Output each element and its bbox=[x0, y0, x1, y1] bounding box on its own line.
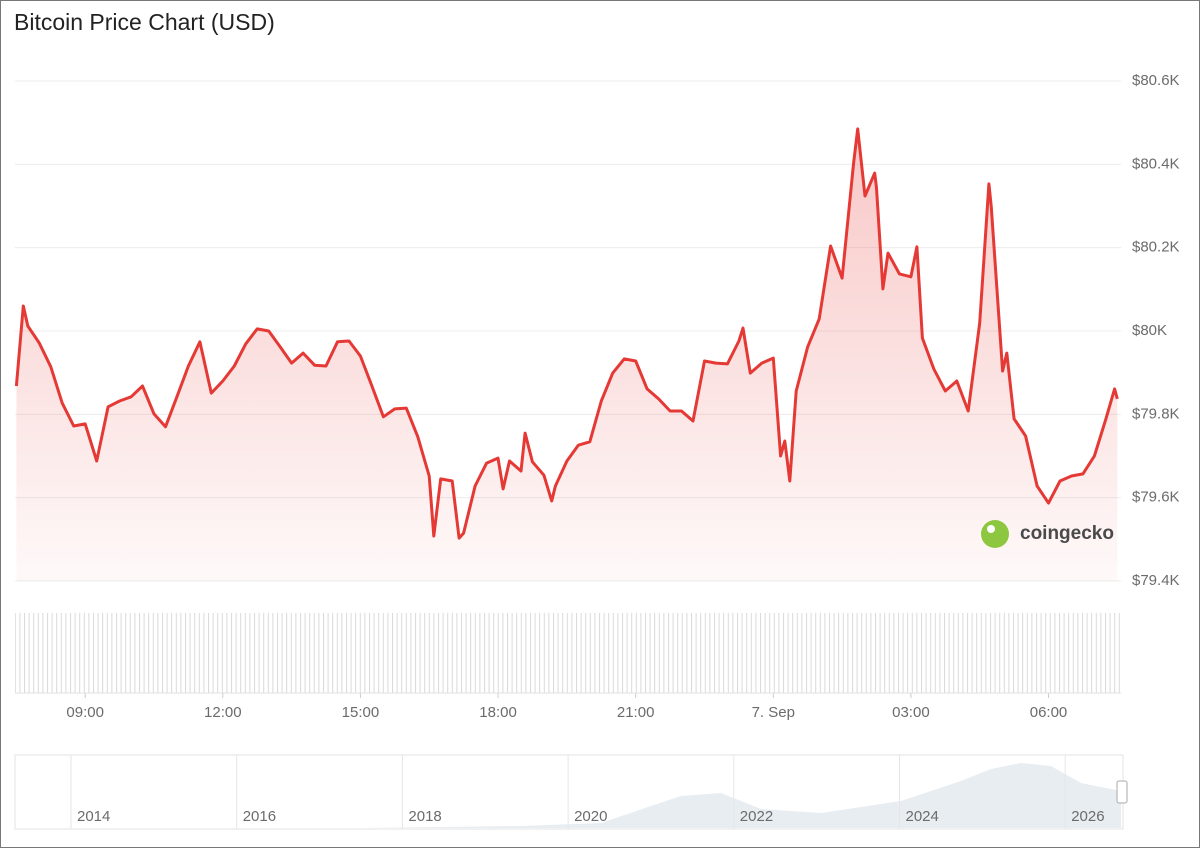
x-tick-label: 06:00 bbox=[1030, 704, 1068, 721]
navigator-label: 2026 bbox=[1071, 808, 1104, 825]
navigator-area bbox=[361, 763, 1121, 828]
navigator-label: 2020 bbox=[574, 808, 607, 825]
volume-strip bbox=[15, 613, 1121, 693]
x-tick-label: 03:00 bbox=[892, 704, 930, 721]
navigator bbox=[14, 754, 1128, 830]
navigator-label: 2014 bbox=[77, 808, 110, 825]
x-tick-label: 18:00 bbox=[479, 704, 517, 721]
price-area bbox=[16, 128, 1118, 581]
watermark: coingecko bbox=[981, 520, 1114, 548]
y-tick-label: $80K bbox=[1132, 322, 1167, 339]
logo-icon bbox=[981, 520, 1009, 548]
navigator-label: 2018 bbox=[408, 808, 441, 825]
y-tick-label: $80.4K bbox=[1132, 155, 1180, 172]
logo-text: coingecko bbox=[1020, 523, 1114, 544]
y-tick-label: $79.6K bbox=[1132, 489, 1180, 506]
x-tick-label: 09:00 bbox=[66, 704, 104, 721]
x-tick-label: 21:00 bbox=[617, 704, 655, 721]
logo-eye bbox=[987, 525, 995, 533]
x-tick-label: 12:00 bbox=[204, 704, 242, 721]
y-tick-label: $79.4K bbox=[1132, 572, 1180, 589]
price-line bbox=[14, 127, 1119, 540]
y-tick-label: $80.2K bbox=[1132, 239, 1180, 256]
navigator-handle[interactable] bbox=[1116, 780, 1128, 804]
x-tick-label: 7. Sep bbox=[752, 704, 795, 721]
navigator-label: 2024 bbox=[906, 808, 939, 825]
chart-title: Bitcoin Price Chart (USD) bbox=[14, 9, 275, 35]
navigator-label: 2022 bbox=[740, 808, 773, 825]
y-tick-label: $79.8K bbox=[1132, 405, 1180, 422]
y-tick-label: $80.6K bbox=[1132, 72, 1180, 89]
x-tick-label: 15:00 bbox=[342, 704, 380, 721]
navigator-label: 2016 bbox=[243, 808, 276, 825]
